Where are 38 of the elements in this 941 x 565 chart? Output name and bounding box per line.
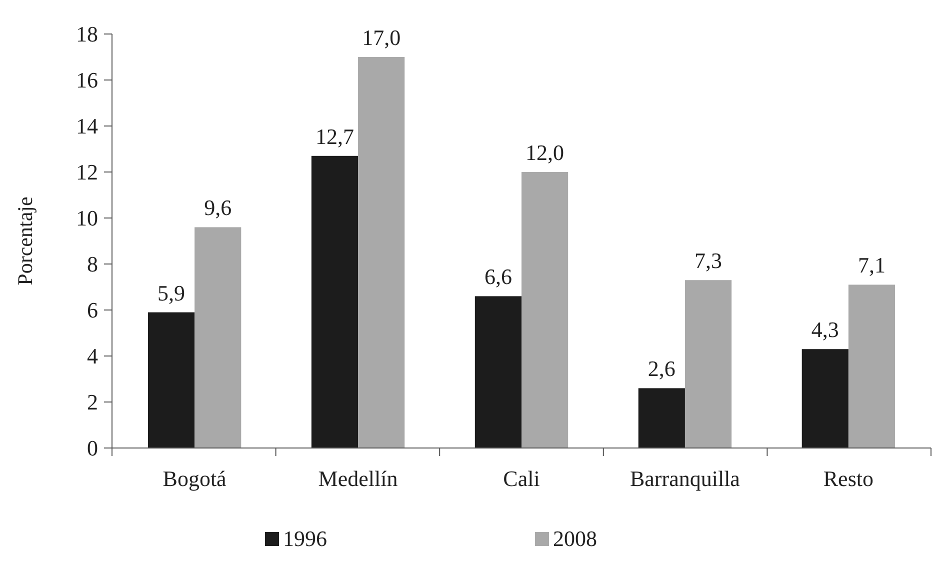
data-label: 4,3 [811, 317, 839, 342]
y-tick-label: 0 [87, 436, 98, 461]
y-tick-label: 8 [87, 252, 98, 277]
bar [638, 388, 685, 448]
data-label: 6,6 [484, 264, 512, 290]
bar [311, 156, 358, 448]
bar [474, 296, 522, 448]
bar [848, 284, 896, 448]
y-tick-label: 10 [76, 206, 98, 231]
data-label: 7,1 [858, 252, 886, 278]
bar [358, 57, 405, 448]
y-tick-label: 18 [76, 22, 98, 47]
legend-label: 1996 [283, 526, 327, 551]
data-label: 12,7 [315, 124, 354, 149]
data-label: 5,9 [158, 280, 186, 306]
bar [194, 227, 242, 448]
y-axis-title: Porcentaje [13, 196, 37, 286]
x-tick-label: Resto [823, 466, 874, 491]
bar [684, 280, 732, 448]
x-tick-label: Bogotá [162, 466, 227, 491]
y-tick-label: 12 [76, 160, 98, 185]
data-label: 17,0 [362, 25, 401, 50]
x-tick-label: Medellín [318, 466, 398, 491]
y-tick-label: 6 [87, 298, 98, 323]
y-tick-label: 14 [76, 114, 98, 139]
data-label: 2,6 [648, 356, 676, 382]
y-tick-label: 2 [87, 390, 98, 415]
bar [522, 172, 568, 448]
legend-label: 2008 [553, 526, 597, 551]
y-tick-label: 4 [87, 344, 98, 369]
data-label: 7,3 [694, 248, 722, 274]
bar [148, 312, 195, 448]
data-label: 12,0 [526, 140, 564, 165]
bar [802, 349, 848, 448]
x-tick-label: Cali [503, 466, 540, 491]
y-tick-label: 16 [76, 68, 98, 93]
x-tick-label: Barranquilla [630, 466, 740, 491]
data-label: 9,6 [204, 195, 232, 220]
